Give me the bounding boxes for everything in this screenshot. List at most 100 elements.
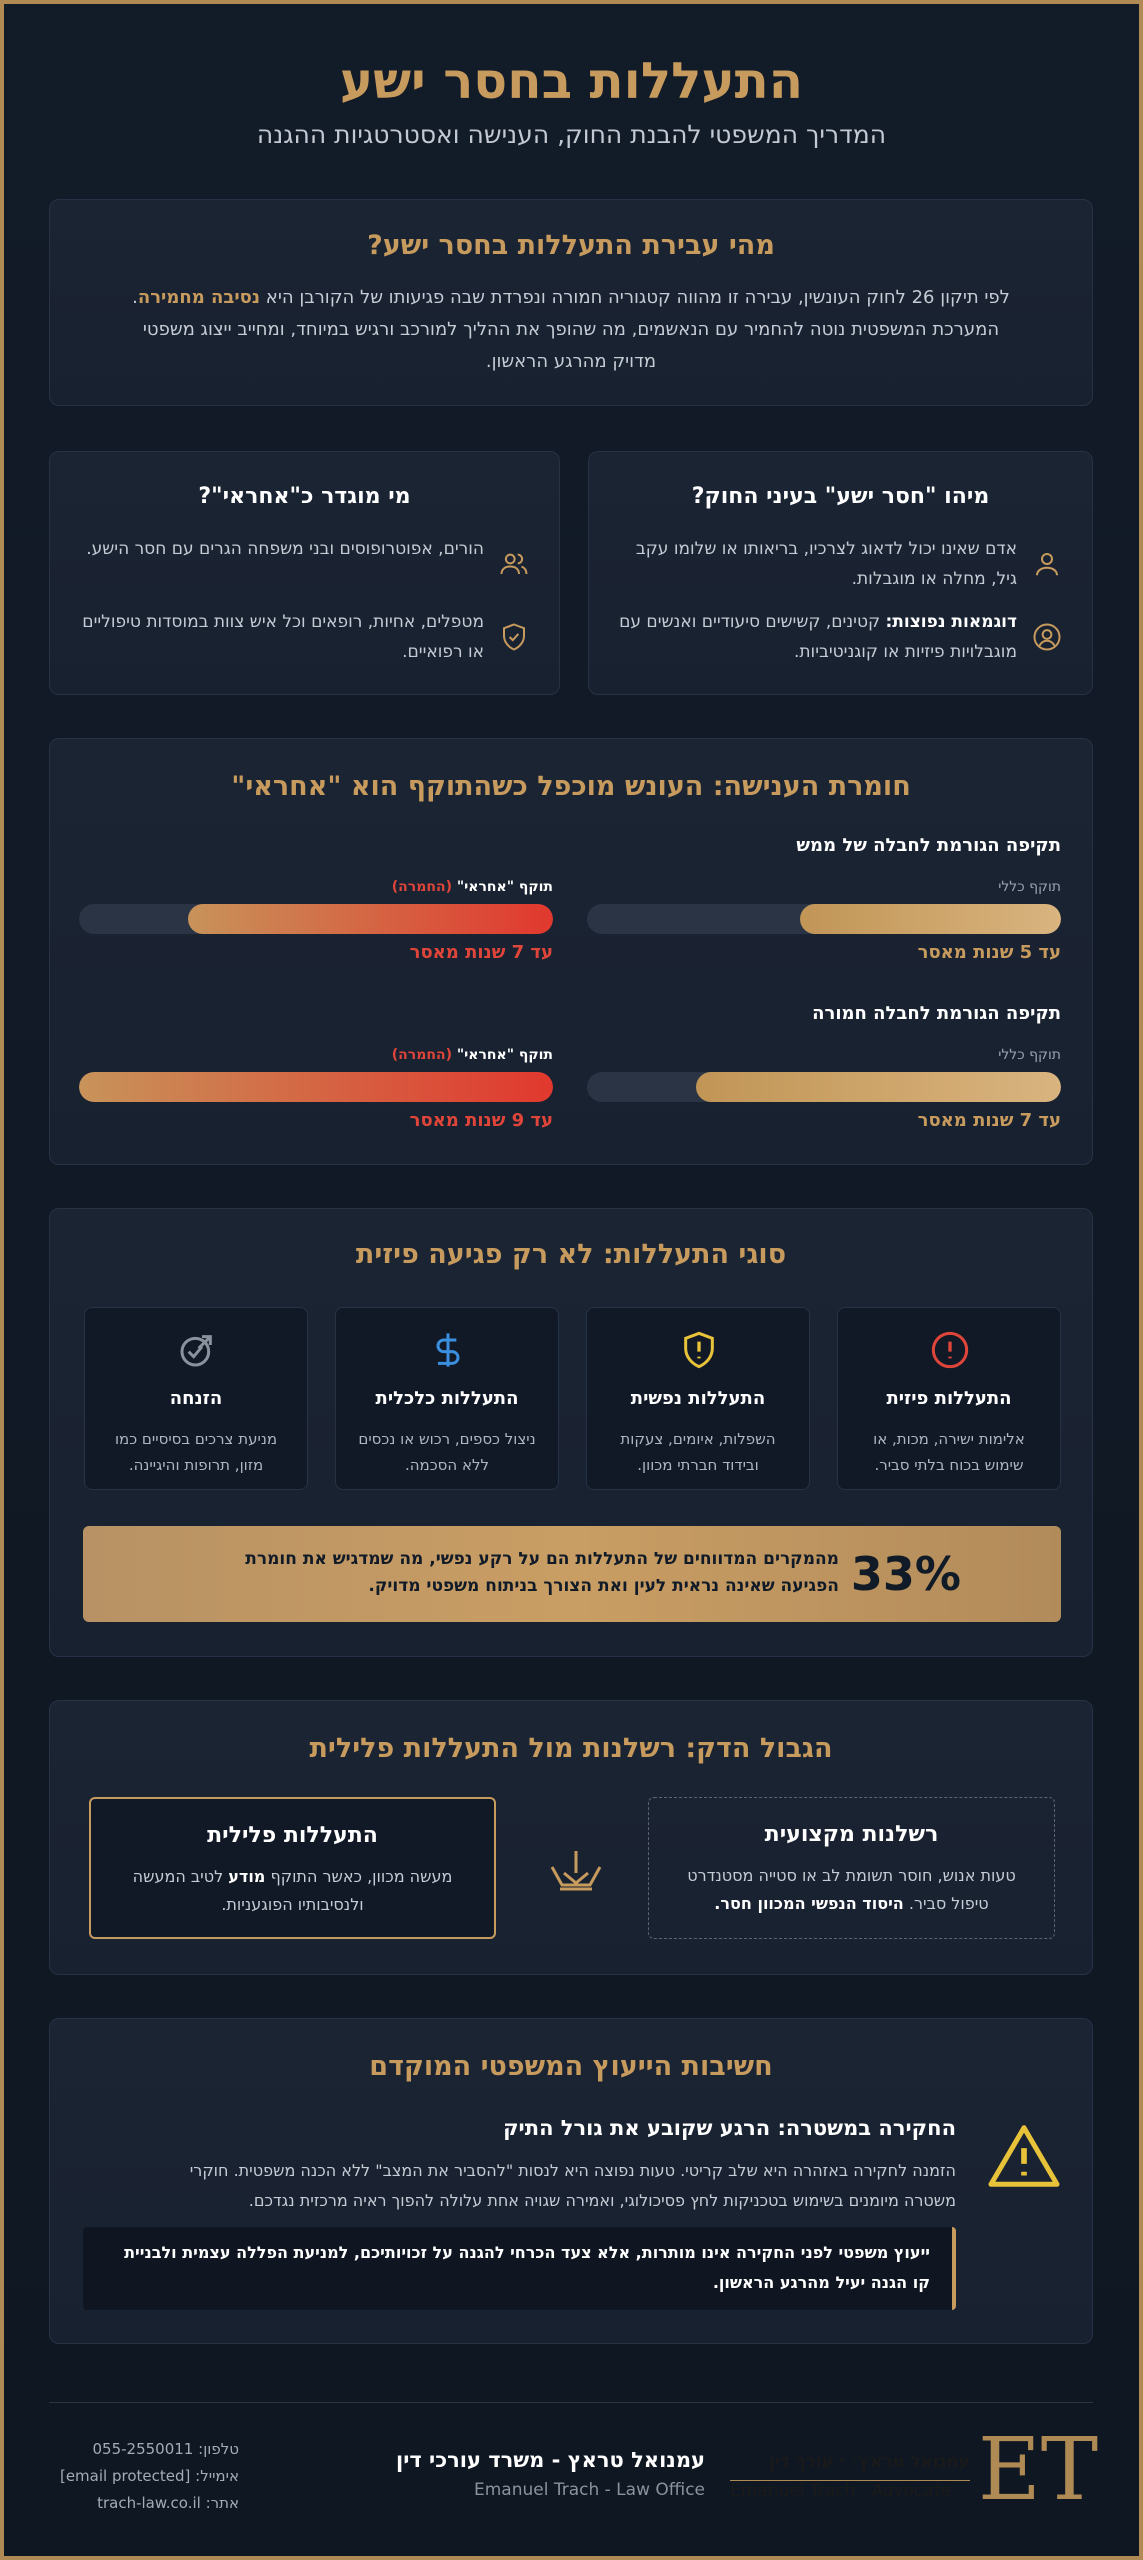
box-text: מעשה מכוון, כאשר התוקף מודע לטיב המעשה ו… — [111, 1863, 474, 1919]
text: תוקף "אחראי" — [456, 879, 553, 895]
text: מעשה מכוון, כאשר התוקף — [265, 1867, 453, 1886]
icon — [180, 1335, 212, 1367]
icon — [684, 1331, 714, 1369]
contact-value: trach-law.co.il — [97, 2494, 201, 2512]
group: תקיפה הגורמת לחבלה חמורה תוקף כללי עד 7 … — [50, 907, 1092, 1131]
importance-card: חשיבות הייעוץ המשפטי המוקדם החקירה במשטר… — [49, 2018, 1093, 2344]
icon — [931, 1331, 969, 1369]
bar-fill — [696, 1072, 1061, 1102]
definition-card: מי מוגדר כ"אחראי"? הורים, אפוטרופוסים וב… — [49, 451, 560, 695]
section-title: חשיבות הייעוץ המשפטי המוקדם — [369, 2051, 773, 2082]
definition-card: מיהו "חסר ישע" בעיני החוק? אדם שאינו יכו… — [588, 451, 1093, 695]
type-text: אלימות ישירה, מכות, או שימוש בכוח בלתי ס… — [873, 1430, 1025, 1474]
callout: ייעוץ משפטי לפני החקירה אינו מותרות, אלא… — [83, 2227, 956, 2310]
criminal-box: התעללות פלילית מעשה מכוון, כאשר התוקף מו… — [89, 1797, 496, 1939]
box-title: התעללות פלילית — [207, 1823, 378, 1848]
text: טעות אנוש, חוסר תשומת לב או סטייה מסטנדר… — [687, 1866, 1016, 1913]
bar — [587, 1072, 1061, 1102]
type-title: התעללות פיזית — [886, 1388, 1012, 1409]
card-title: מי מוגדר כ"אחראי"? — [198, 484, 411, 509]
contact-value: [email protected] — [59, 2467, 191, 2485]
bold: דוגמאות נפוצות: — [885, 612, 1017, 632]
divider — [49, 2402, 1093, 2403]
text: . המערכת המשפטית נוטה להחמיר עם הנאשמים,… — [132, 287, 1000, 372]
contact: אתר: trach-law.co.il — [49, 2490, 239, 2517]
text: לפי תיקון 26 לחוק העונשין, עבירה זו מהוו… — [260, 287, 1010, 308]
stat-text: מהמקרים המדווחים של התעללות הם על רקע נפ… — [245, 1549, 839, 1596]
contact-value: 055-2550011 — [92, 2440, 194, 2458]
callout-text: ייעוץ משפטי לפני החקירה אינו מותרות, אלא… — [124, 2243, 930, 2292]
warning-icon — [988, 2125, 1060, 2187]
title: התעללות בחסר ישע — [339, 52, 804, 110]
item: דוגמאות נפוצות: קטינים, קשישים סיעודיים … — [619, 607, 1017, 667]
value: עד 7 שנות מאסר — [409, 942, 553, 963]
text: תוקף "אחראי" — [456, 1047, 553, 1063]
type-title: התעללות כלכלית — [375, 1388, 519, 1409]
label: תוקף כללי — [998, 1047, 1061, 1063]
types-card: סוגי התעללות: לא רק פגיעה פיזית התעללות … — [49, 1208, 1093, 1657]
contact-label: אימייל: — [195, 2467, 239, 2485]
stat-banner: 33% מהמקרים המדווחים של התעללות הם על רק… — [83, 1526, 1061, 1622]
value: עד 5 שנות מאסר — [917, 942, 1061, 963]
group-title: תקיפה הגורמת לחבלה חמורה — [812, 1003, 1061, 1024]
bar — [79, 1072, 553, 1102]
section-title: סוגי התעללות: לא רק פגיעה פיזית — [355, 1239, 787, 1270]
icon — [500, 553, 528, 575]
bold: מודע — [228, 1867, 266, 1886]
type-title: הזנחה — [169, 1388, 223, 1409]
icon — [436, 1333, 460, 1367]
type-card: התעללות פיזית אלימות ישירה, מכות, או שימ… — [837, 1307, 1061, 1490]
label: תוקף "אחראי" (החמרה) — [392, 879, 553, 895]
type-text: השפלות, איומים, צעקות ובידוד חברתי מכוון… — [620, 1430, 776, 1474]
value: עד 7 שנות מאסר — [917, 1110, 1061, 1131]
intro-title: מהי עבירת התעללות בחסר ישע? — [367, 230, 775, 261]
section-title: חומרת הענישה: העונש מוכפל כשהתוקף הוא "א… — [231, 771, 911, 802]
icon — [1036, 553, 1058, 576]
box-text: טעות אנוש, חוסר תשומת לב או סטייה מסטנדר… — [669, 1862, 1034, 1918]
icon — [503, 623, 525, 651]
type-card: הזנחה מניעת צרכים בסיסיים כמו מזון, תרופ… — [84, 1307, 308, 1490]
contact: אימייל: [email protected] — [49, 2463, 239, 2490]
group: תקיפה הגורמת לחבלה של ממש תוקף כללי עד 5… — [50, 739, 1092, 963]
item: הורים, אפוטרופוסים ובני משפחה הגרים עם ח… — [86, 539, 484, 559]
firm-name-en: Emanuel Trach - Law Office — [473, 2480, 705, 2500]
type-card: התעללות כלכלית ניצול כספים, רכוש או נכסי… — [335, 1307, 559, 1490]
bar — [79, 904, 553, 934]
item: מטפלים, אחיות, רופאים וכל איש צוות במוסד… — [82, 612, 484, 662]
group-title: תקיפה הגורמת לחבלה של ממש — [796, 835, 1061, 856]
section-title: הגבול הדק: רשלנות מול התעללות פלילית — [309, 1733, 833, 1764]
box-title: רשלנות מקצועית — [764, 1822, 939, 1847]
label: תוקף כללי — [998, 879, 1061, 895]
subtitle: המדריך המשפטי להבנת החוק, הענישה ואסטרטג… — [256, 120, 887, 149]
bold: היסוד הנפשי המכוון חסר. — [714, 1894, 904, 1913]
card-title: מיהו "חסר ישע" בעיני החוק? — [691, 484, 990, 509]
stat-value: 33% — [850, 1547, 961, 1601]
bar-fill — [188, 904, 553, 934]
logo-name: עמנואל טראץ׳ · עורך דין — [769, 2452, 970, 2472]
bar-fill — [800, 904, 1061, 934]
logo: ET — [978, 2420, 1099, 2520]
highlight: נסיבה מחמירה — [137, 287, 261, 308]
firm-name: עמנואל טראץ - משרד עורכי דין — [395, 2448, 705, 2472]
text: קטינים, קשישים סיעודיים ואנשים עם מוגבלו… — [619, 612, 1017, 662]
type-title: התעללות נפשית — [630, 1388, 766, 1409]
subtitle: החקירה במשטרה: הרגע שקובע את גורל התיק — [503, 2116, 956, 2140]
intro-text: לפי תיקון 26 לחוק העונשין, עבירה זו מהוו… — [130, 282, 1012, 378]
type-text: ניצול כספים, רכוש או נכסים ללא הסכמה. — [358, 1430, 536, 1474]
label: תוקף "אחראי" (החמרה) — [392, 1047, 553, 1063]
negligence-box: רשלנות מקצועית טעות אנוש, חוסר תשומת לב … — [648, 1797, 1055, 1939]
text: לטיב המעשה ולנסיבותיו הפוגעניות. — [132, 1867, 364, 1914]
note: (החמרה) — [391, 879, 452, 895]
type-text: מניעת צרכים בסיסיים כמו מזון, תרופות והי… — [114, 1430, 278, 1474]
bar-fill — [79, 1072, 553, 1102]
type-card: התעללות נפשית השפלות, איומים, צעקות וביד… — [586, 1307, 810, 1490]
contacts: טלפון: 055-2550011 אימייל: [email protec… — [49, 2436, 239, 2517]
contact-label: אתר: — [205, 2494, 239, 2512]
note: (החמרה) — [391, 1047, 452, 1063]
border-card: הגבול הדק: רשלנות מול התעללות פלילית רשל… — [49, 1700, 1093, 1975]
contact: טלפון: 055-2550011 — [49, 2436, 240, 2463]
contact-label: טלפון: — [198, 2440, 239, 2458]
bar — [587, 904, 1061, 934]
scale-icon — [550, 1851, 602, 1891]
logo-name-en: Emanuel Trach · Advocate — [730, 2480, 970, 2501]
